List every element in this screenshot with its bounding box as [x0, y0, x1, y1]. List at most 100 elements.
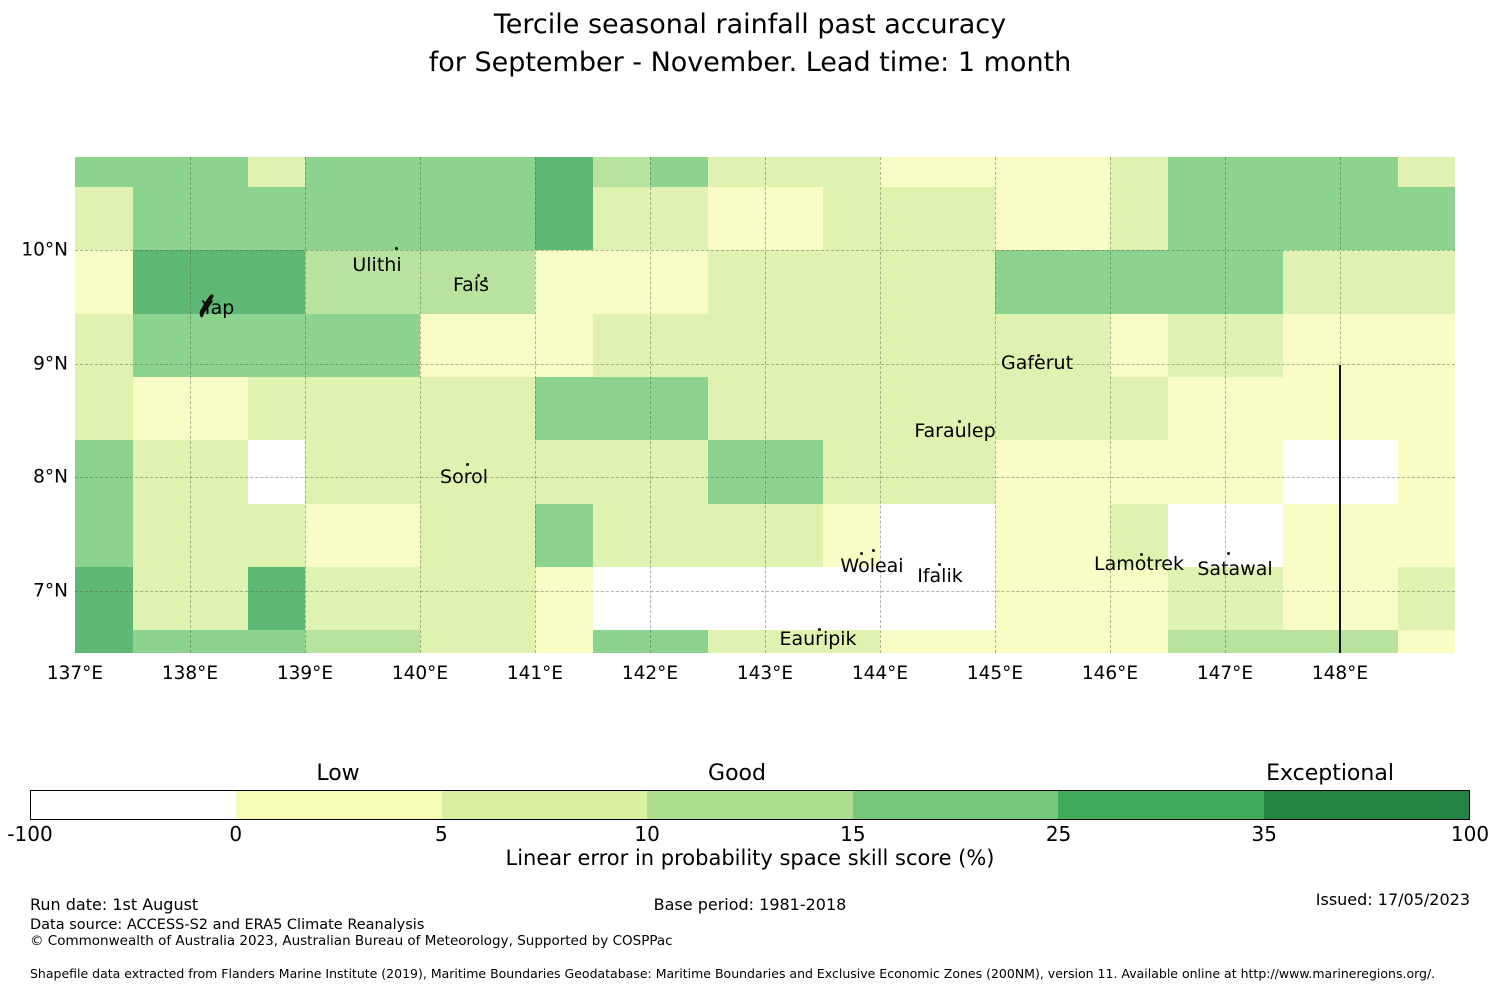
heatmap-cell [1167, 157, 1225, 187]
heatmap-cell [362, 567, 420, 630]
copyright-note: © Commonwealth of Australia 2023, Austra… [30, 933, 673, 949]
heatmap-cell [132, 314, 190, 377]
heatmap-cell [420, 157, 478, 187]
island-marker-icon [818, 628, 821, 631]
heatmap-cell [822, 440, 880, 504]
chart-title: Tercile seasonal rainfall past accuracy … [0, 6, 1500, 82]
heatmap-cell [1167, 250, 1225, 314]
heatmap-cell [247, 440, 305, 504]
heatmap-cell [1225, 630, 1283, 653]
colorbar-segment [1263, 791, 1469, 819]
colorbar-segment [441, 791, 648, 819]
heatmap-cell [132, 250, 190, 314]
heatmap-cell [305, 440, 363, 504]
heatmap-cell [1110, 440, 1168, 504]
heatmap-cell [822, 314, 880, 377]
colorbar-tick-label: 100 [1450, 822, 1490, 846]
heatmap-cell [535, 314, 593, 377]
heatmap-cell [247, 187, 305, 250]
heatmap-row [75, 440, 1455, 504]
heatmap-cell [707, 440, 765, 504]
heatmap-cell [1110, 504, 1168, 567]
heatmap-cell [937, 187, 995, 250]
heatmap-cell [1052, 567, 1110, 630]
heatmap-cell [362, 250, 420, 314]
heatmap-cell [1225, 440, 1283, 504]
heatmap-cell [75, 314, 133, 377]
heatmap-cell [650, 250, 708, 314]
heatmap-cell [362, 504, 420, 567]
heatmap-cell [75, 440, 133, 504]
heatmap-cell [937, 377, 995, 440]
heatmap-cell [765, 157, 823, 187]
heatmap-cell [937, 440, 995, 504]
heatmap-cell [765, 567, 823, 630]
heatmap-cell [1225, 250, 1283, 314]
island-label-lamotrek: Lamotrek [1094, 553, 1184, 575]
heatmap-cell [1397, 504, 1455, 567]
longitude-gridline [880, 157, 881, 653]
island-label-ulithi: Ulithi [352, 254, 402, 276]
heatmap-cell [1282, 250, 1340, 314]
heatmap-cell [1397, 377, 1455, 440]
heatmap-cell [1282, 504, 1340, 567]
heatmap-cell [1282, 630, 1340, 653]
heatmap-cell [1282, 314, 1340, 377]
colorbar-tick-label: 25 [1045, 822, 1072, 846]
heatmap-cell [132, 157, 190, 187]
latitude-gridline [75, 250, 1455, 251]
x-tick-label: 142°E [621, 663, 679, 684]
heatmap-cell [75, 250, 133, 314]
island-label-woleai: Woleai [840, 555, 904, 577]
heatmap-cell [592, 250, 650, 314]
heatmap-cell [1397, 314, 1455, 377]
heatmap-cell [305, 630, 363, 653]
heatmap-cell [75, 157, 133, 187]
heatmap-cell [880, 157, 938, 187]
island-marker-icon [872, 549, 875, 552]
heatmap-cell [132, 440, 190, 504]
heatmap-cell [707, 377, 765, 440]
heatmap-cell [1167, 567, 1225, 630]
latitude-gridline [75, 477, 1455, 478]
heatmap-row [75, 250, 1455, 314]
heatmap-cell [477, 440, 535, 504]
heatmap-cell [592, 157, 650, 187]
eez-boundary-line [1339, 365, 1341, 653]
heatmap-cell [477, 187, 535, 250]
island-marker-icon [938, 563, 941, 566]
heatmap-cell [305, 157, 363, 187]
heatmap-cell [592, 630, 650, 653]
x-tick-label: 139°E [276, 663, 334, 684]
heatmap-row [75, 187, 1455, 250]
heatmap-cell [305, 504, 363, 567]
x-tick-label: 138°E [161, 663, 219, 684]
colorbar-category-low: Low [316, 761, 360, 786]
heatmap-cell [190, 157, 248, 187]
heatmap-cell [535, 504, 593, 567]
island-label-satawal: Satawal [1197, 558, 1273, 580]
island-marker-icon [395, 247, 398, 250]
heatmap-cell [765, 314, 823, 377]
heatmap-cell [1167, 314, 1225, 377]
heatmap-cell [880, 187, 938, 250]
heatmap-cell [535, 440, 593, 504]
island-marker-icon [484, 277, 487, 280]
heatmap-cell [420, 377, 478, 440]
longitude-gridline [305, 157, 306, 653]
colorbar-axis-label: Linear error in probability space skill … [505, 846, 995, 870]
heatmap-row [75, 377, 1455, 440]
island-marker-icon [466, 463, 469, 466]
colorbar-tick-label: 15 [840, 822, 866, 846]
base-period-note: Base period: 1981-2018 [653, 895, 847, 914]
heatmap-cell [420, 314, 478, 377]
colorbar-segment [1058, 791, 1264, 819]
heatmap-cell [765, 377, 823, 440]
heatmap-cells-layer [75, 157, 1455, 653]
x-tick-label: 147°E [1196, 663, 1254, 684]
heatmap-cell [535, 567, 593, 630]
heatmap-cell [707, 504, 765, 567]
heatmap-cell [1340, 250, 1398, 314]
heatmap-cell [1110, 630, 1168, 653]
heatmap-cell [535, 630, 593, 653]
